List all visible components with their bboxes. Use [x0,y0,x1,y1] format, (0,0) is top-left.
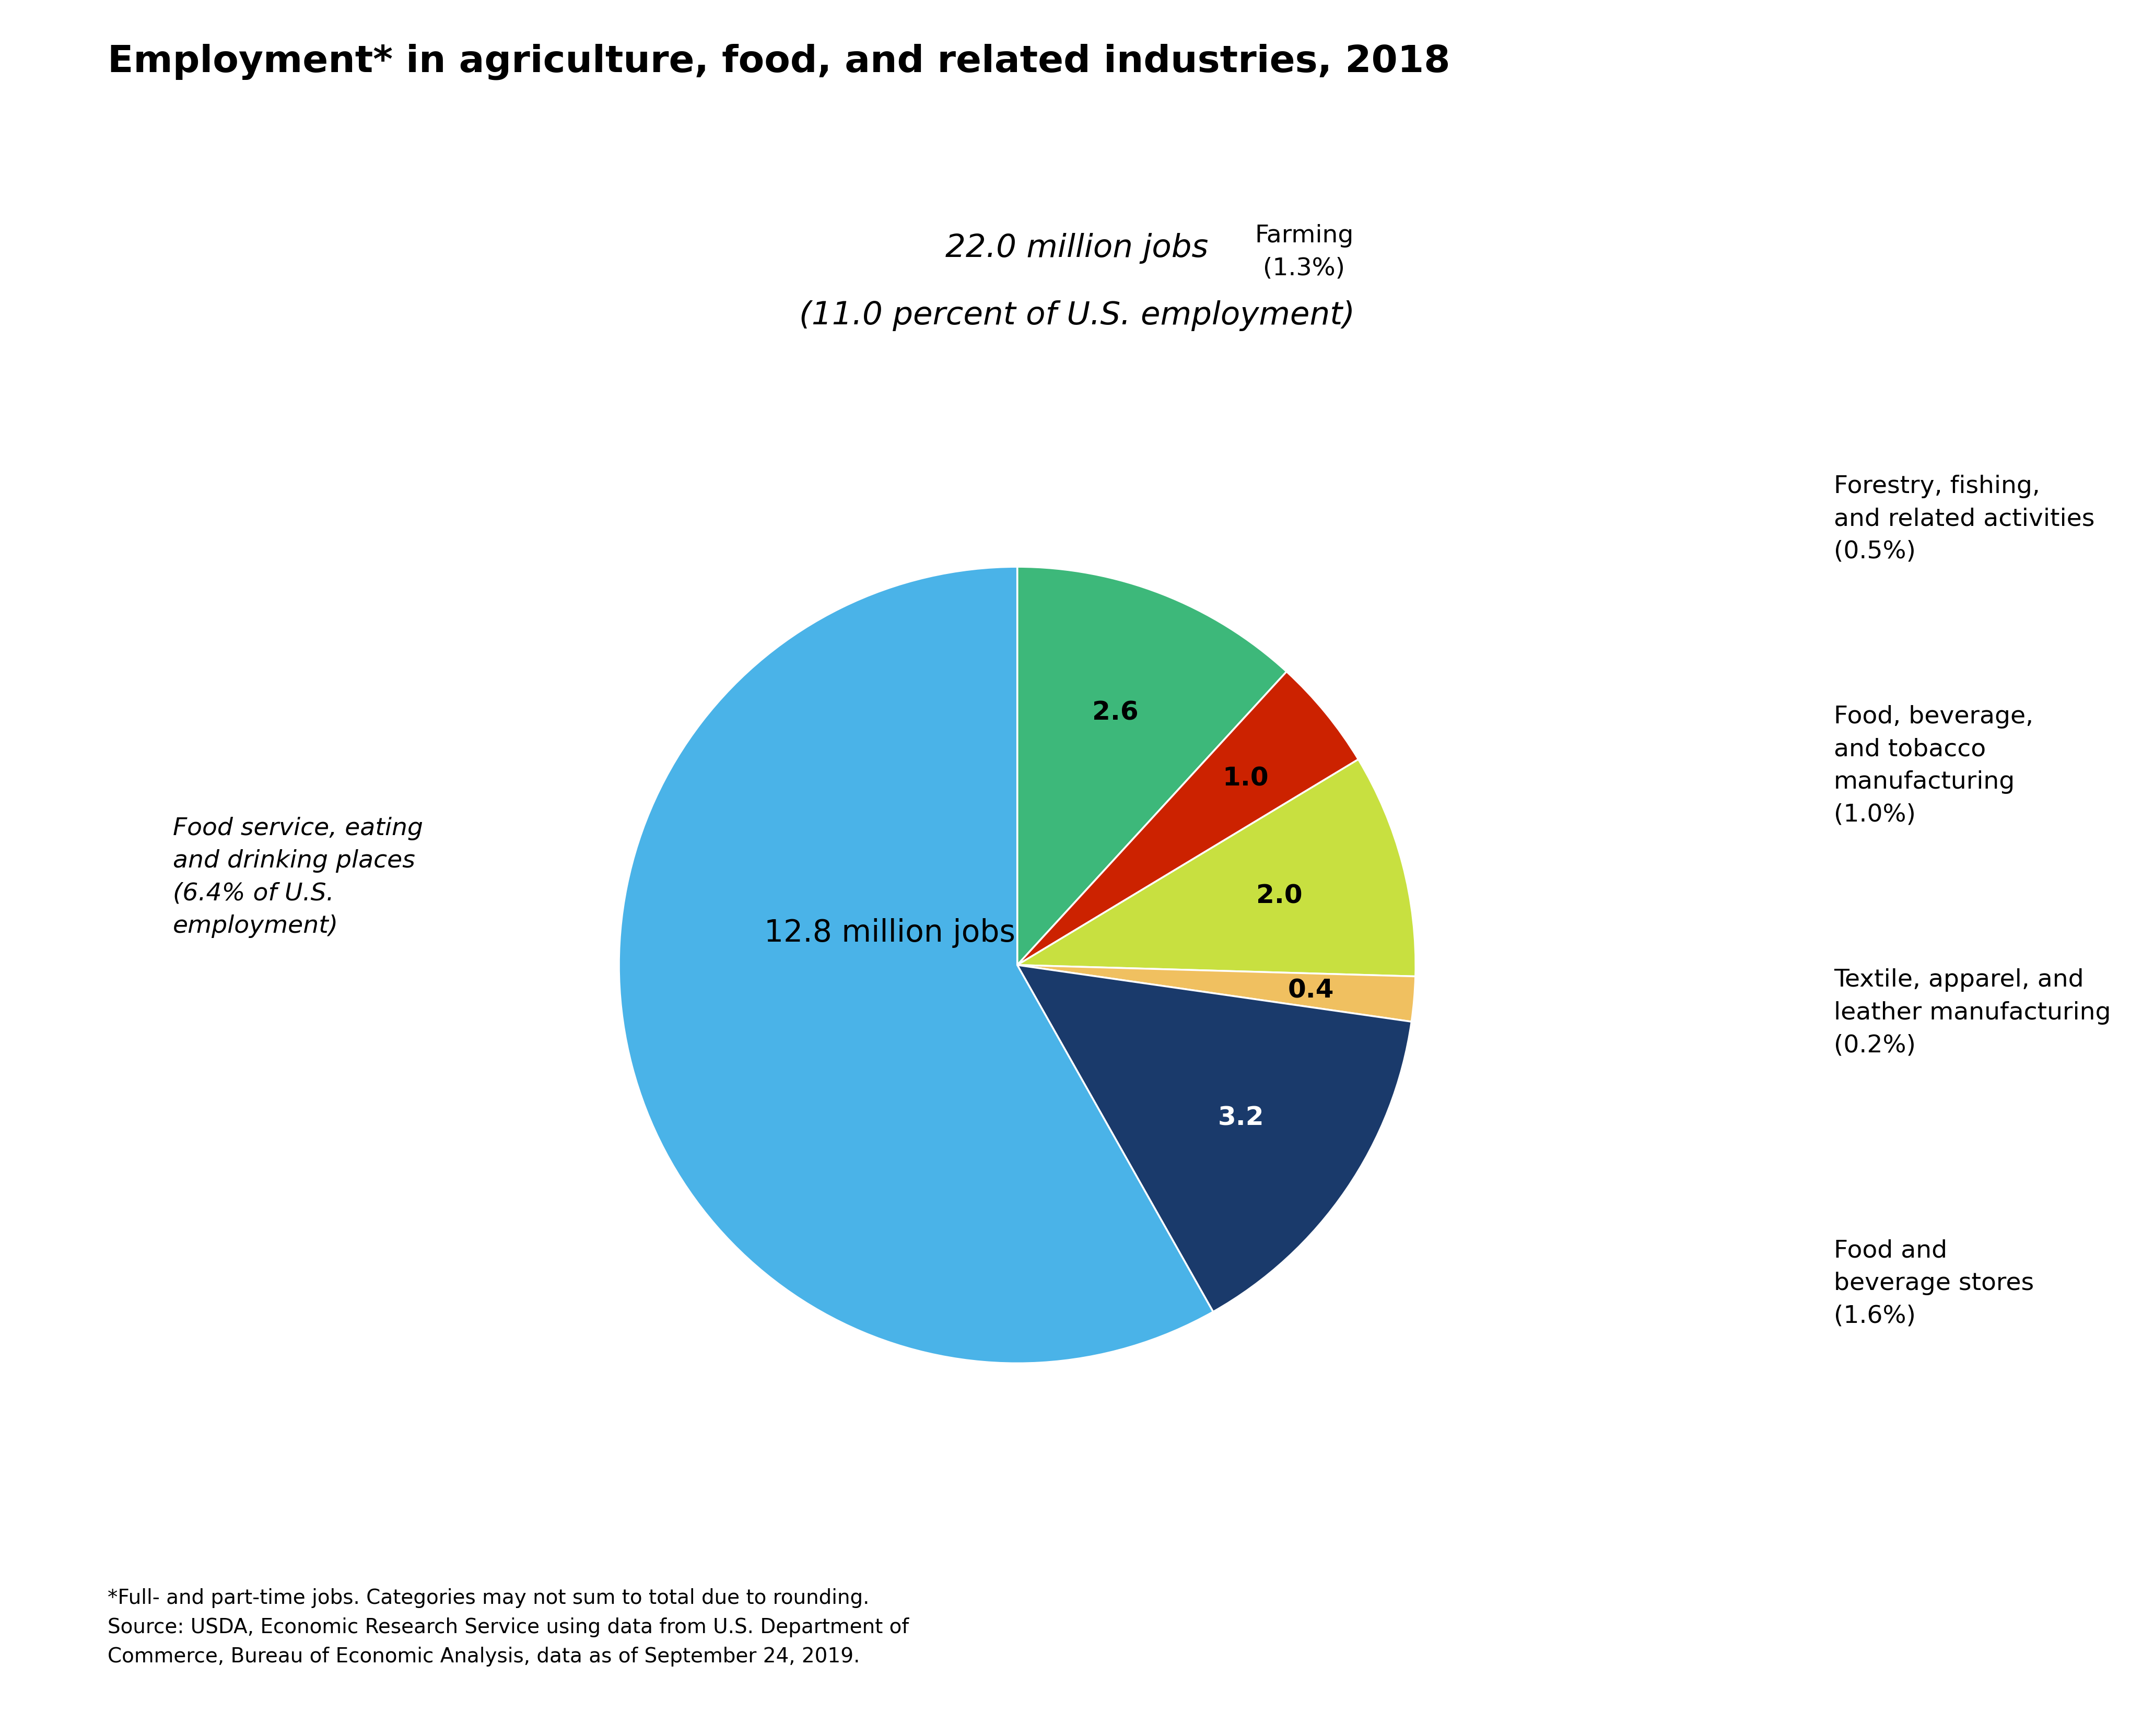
Text: 0.4: 0.4 [1288,977,1333,1003]
Wedge shape [1017,965,1411,1312]
Text: Forestry, fishing,
and related activities
(0.5%): Forestry, fishing, and related activitie… [1833,474,2094,564]
Text: (11.0 percent of U.S. employment): (11.0 percent of U.S. employment) [799,300,1355,332]
Text: Food service, eating
and drinking places
(6.4% of U.S.
employment): Food service, eating and drinking places… [172,816,422,937]
Text: Employment* in agriculture, food, and related industries, 2018: Employment* in agriculture, food, and re… [108,43,1450,80]
Wedge shape [1017,965,1415,1023]
Wedge shape [1017,759,1415,976]
Wedge shape [618,566,1213,1363]
Text: 2.6: 2.6 [1092,700,1139,726]
Text: Food, beverage,
and tobacco
manufacturing
(1.0%): Food, beverage, and tobacco manufacturin… [1833,705,2033,826]
Text: 12.8 million jobs: 12.8 million jobs [765,918,1015,948]
Text: Textile, apparel, and
leather manufacturing
(0.2%): Textile, apparel, and leather manufactur… [1833,969,2111,1057]
Text: Food and
beverage stores
(1.6%): Food and beverage stores (1.6%) [1833,1240,2033,1328]
Text: 1.0: 1.0 [1221,766,1269,792]
Text: *Full- and part-time jobs. Categories may not sum to total due to rounding.
Sour: *Full- and part-time jobs. Categories ma… [108,1588,909,1667]
Text: Farming
(1.3%): Farming (1.3%) [1254,224,1353,279]
Text: 2.0: 2.0 [1256,884,1303,908]
Wedge shape [1017,672,1359,965]
Wedge shape [1017,566,1286,965]
Text: 22.0 million jobs: 22.0 million jobs [946,233,1208,264]
Text: 3.2: 3.2 [1217,1106,1264,1130]
